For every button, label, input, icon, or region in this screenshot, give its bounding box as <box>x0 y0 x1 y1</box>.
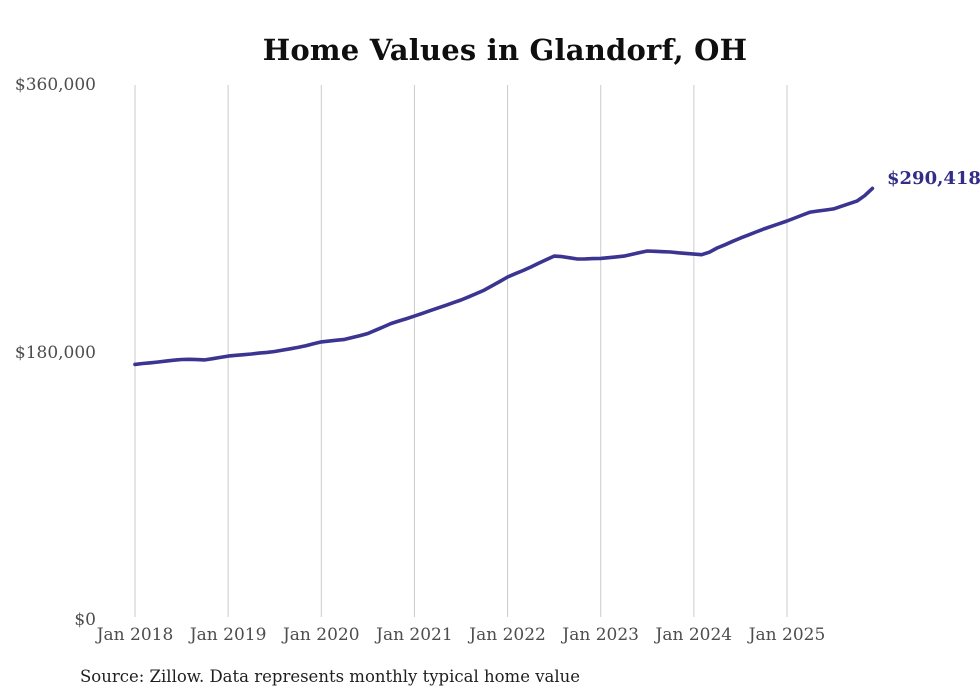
home-value-line <box>133 186 875 367</box>
x-tick-label: Jan 2025 <box>748 625 826 645</box>
x-tick-label: Jan 2024 <box>655 625 733 645</box>
x-tick-label: Jan 2019 <box>189 625 267 645</box>
y-tick-label: $180,000 <box>14 342 96 363</box>
x-tick-label: Jan 2020 <box>282 625 360 645</box>
chart-title: Home Values in Glandorf, OH <box>262 33 748 67</box>
year-gridlines <box>134 85 788 617</box>
y-tick-label: $0 <box>74 610 96 630</box>
x-tick-label: Jan 2022 <box>469 625 546 645</box>
x-tick-label: Jan 2021 <box>376 625 453 645</box>
source-note: Source: Zillow. Data represents monthly … <box>80 667 581 686</box>
x-tick-label: Jan 2018 <box>96 625 174 645</box>
latest-value-label: $290,418 <box>887 168 980 189</box>
y-tick-label: $360,000 <box>14 75 96 95</box>
x-tick-label: Jan 2023 <box>562 625 639 645</box>
